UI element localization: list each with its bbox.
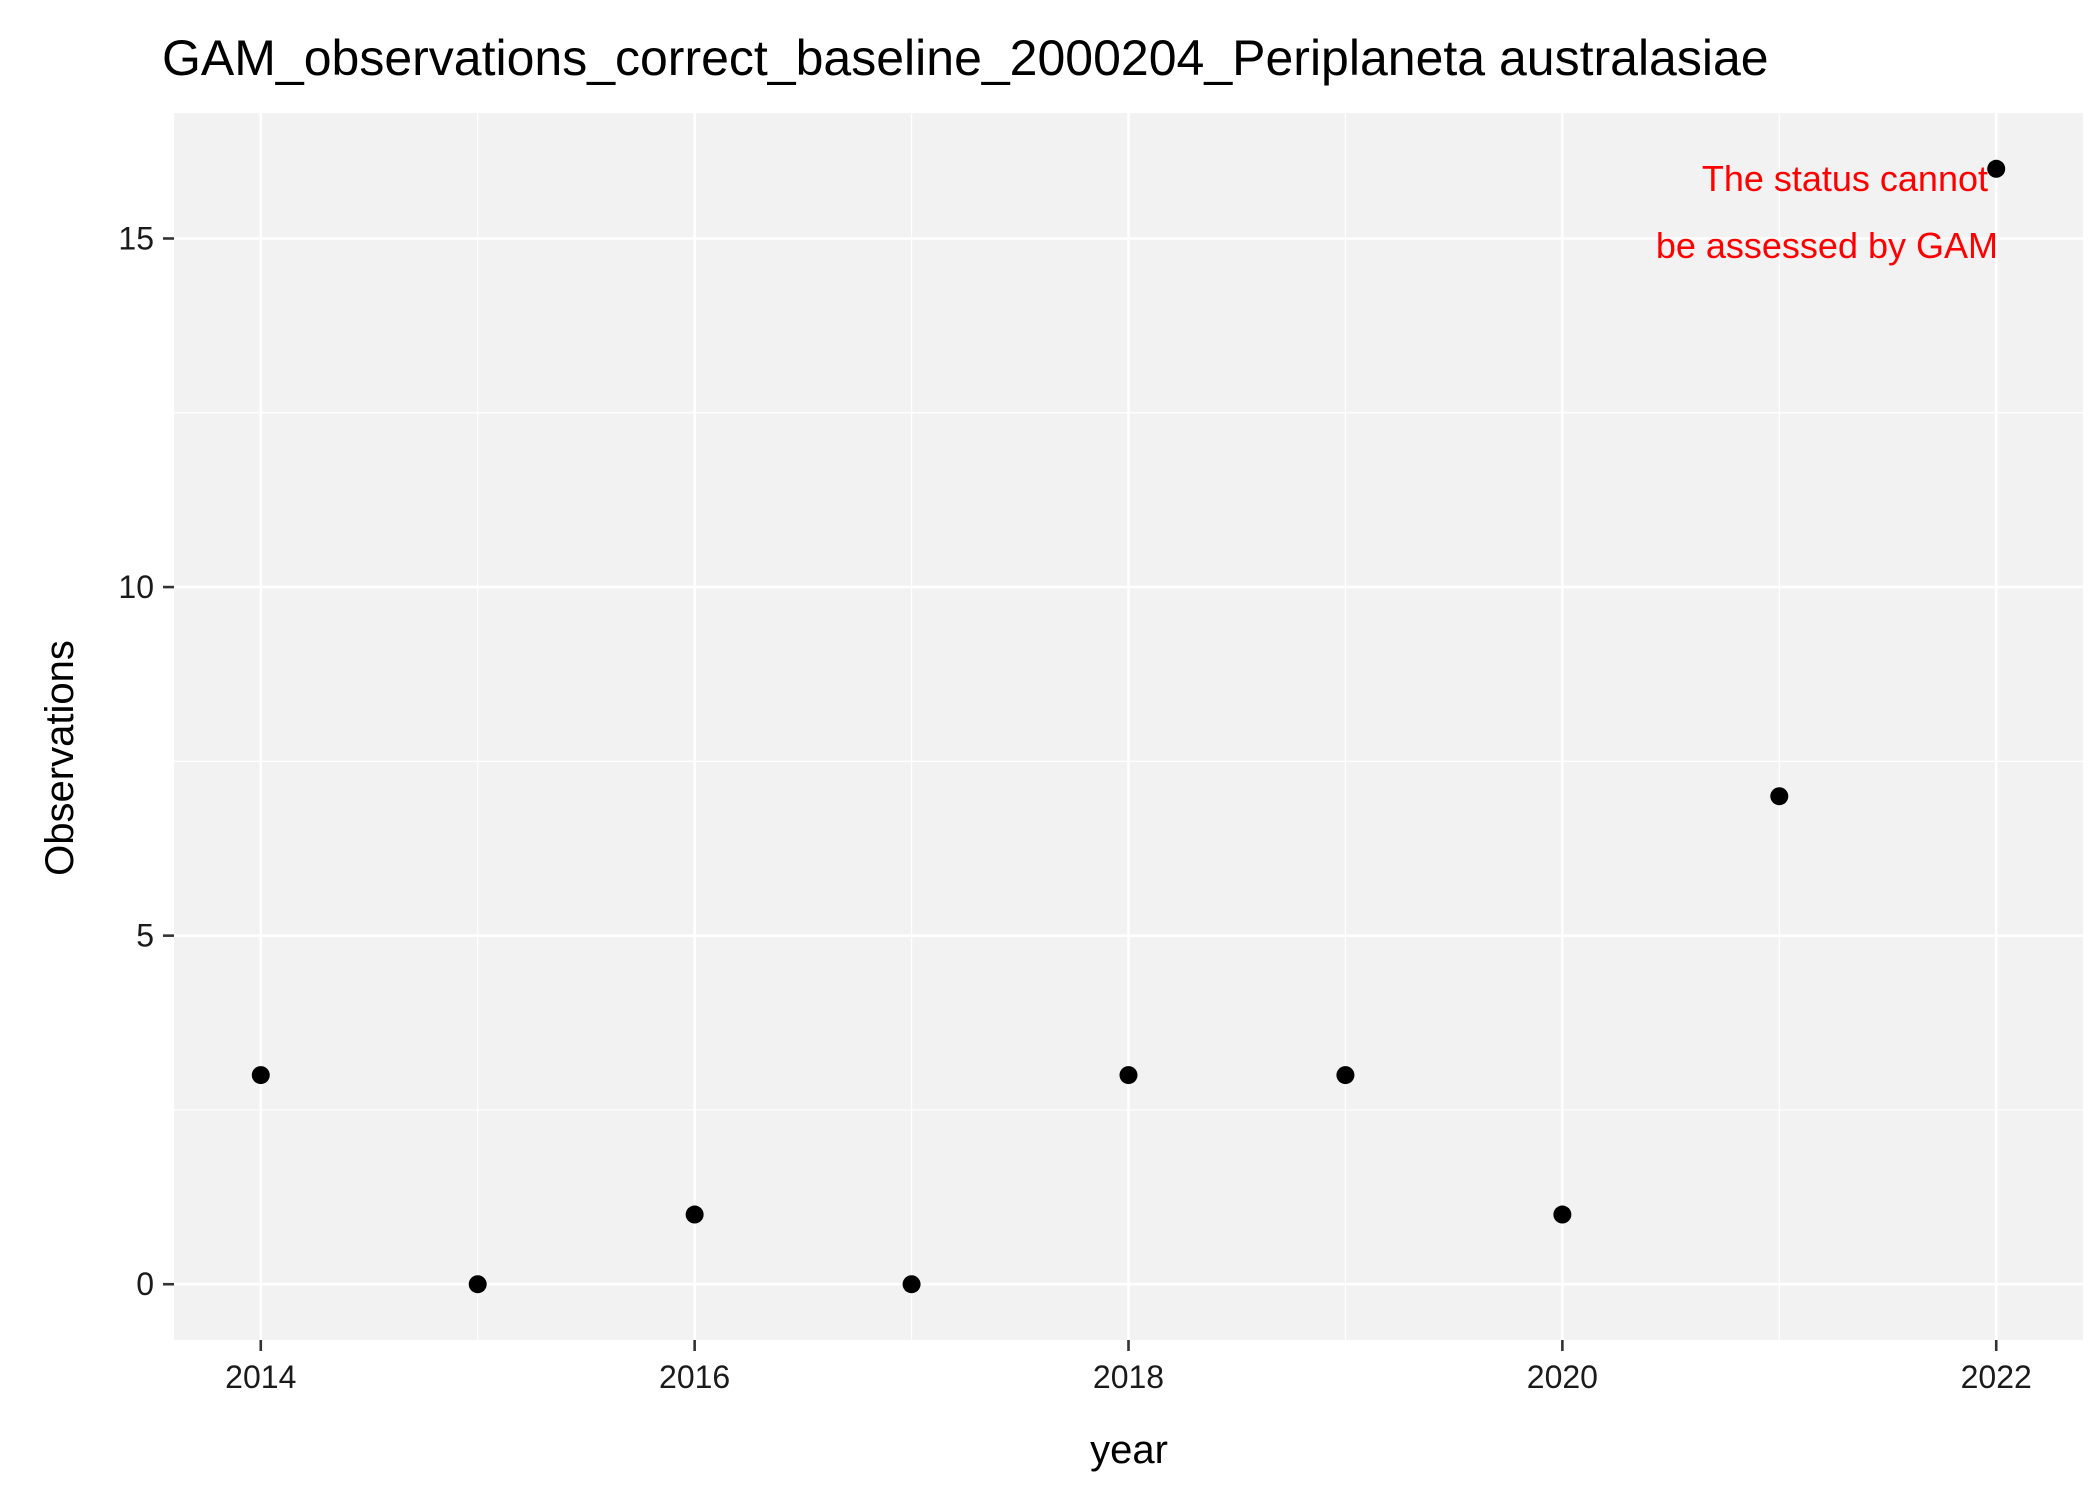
data-point [1336, 1066, 1355, 1085]
y-tick-label: 10 [118, 569, 154, 605]
data-point [468, 1275, 487, 1294]
y-axis-title: Observations [38, 640, 82, 876]
x-tick-label: 2016 [659, 1359, 730, 1395]
y-axis-ticks: 0 5 10 15 [118, 220, 174, 1302]
x-axis-title: year [1090, 1428, 1168, 1472]
x-axis-ticks: 2014 2016 2018 2020 2022 [225, 1340, 2032, 1395]
data-point [251, 1066, 270, 1085]
data-point [1987, 159, 2006, 178]
x-tick-label: 2020 [1527, 1359, 1598, 1395]
data-point [1553, 1205, 1572, 1224]
x-tick-label: 2018 [1093, 1359, 1164, 1395]
data-point [685, 1205, 704, 1224]
y-tick-label: 15 [118, 220, 154, 256]
data-point [902, 1275, 921, 1294]
data-point [1770, 787, 1789, 806]
annotation-line-2: be assessed by GAM [1656, 225, 1998, 266]
status-annotation: The status cannot be assessed by GAM [1656, 158, 1998, 266]
y-tick-label: 5 [136, 918, 154, 954]
x-tick-label: 2014 [225, 1359, 296, 1395]
chart-title: GAM_observations_correct_baseline_200020… [162, 30, 1769, 86]
x-tick-label: 2022 [1961, 1359, 2032, 1395]
annotation-line-1: The status cannot [1702, 158, 1988, 199]
y-tick-label: 0 [136, 1266, 154, 1302]
data-point [1119, 1066, 1138, 1085]
data-points [251, 159, 2006, 1294]
major-gridlines [174, 113, 2083, 1340]
